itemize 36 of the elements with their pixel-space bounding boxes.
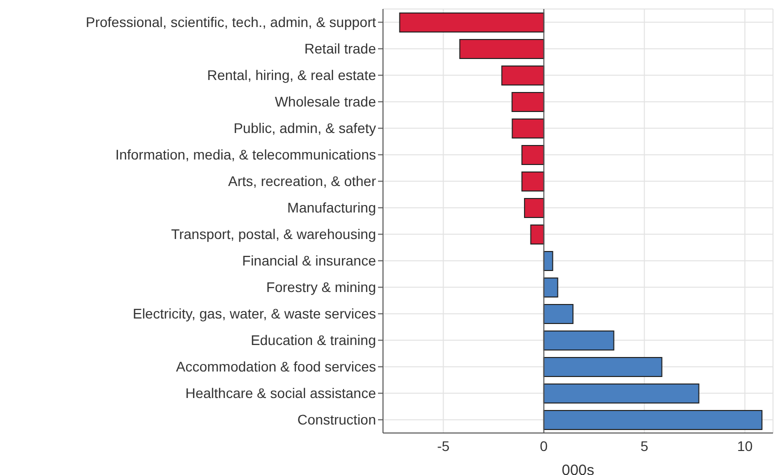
x-tick-label: 0 bbox=[540, 438, 548, 454]
bar bbox=[543, 278, 558, 298]
y-tick-label: Arts, recreation, & other bbox=[228, 173, 376, 190]
y-tick-label: Forestry & mining bbox=[266, 279, 376, 296]
x-axis-title: 000s bbox=[562, 462, 594, 475]
bar bbox=[543, 357, 662, 377]
bar bbox=[521, 145, 544, 165]
x-tick-label: 10 bbox=[737, 438, 753, 454]
y-tick-label: Information, media, & telecommunications bbox=[115, 146, 376, 163]
y-tick-label: Education & training bbox=[250, 332, 376, 348]
bar bbox=[524, 198, 544, 218]
bar bbox=[512, 92, 544, 112]
y-tick-label: Healthcare & social assistance bbox=[185, 385, 376, 402]
y-tick-label: Public, admin, & safety bbox=[234, 120, 376, 136]
bar bbox=[543, 384, 700, 404]
y-tick-label: Manufacturing bbox=[287, 200, 376, 216]
x-tick-label: 5 bbox=[640, 438, 648, 454]
x-tick-label: -5 bbox=[437, 438, 450, 454]
y-tick-label: Rental, hiring, & real estate bbox=[207, 67, 376, 84]
y-tick-label: Electricity, gas, water, & waste services bbox=[132, 306, 376, 322]
y-tick-label: Professional, scientific, tech., admin, & support bbox=[86, 14, 376, 30]
y-tick-label: Accommodation & food services bbox=[176, 358, 376, 375]
bar bbox=[459, 39, 544, 59]
bar bbox=[521, 172, 544, 192]
bar bbox=[399, 12, 544, 32]
bar bbox=[543, 330, 614, 350]
bar bbox=[512, 118, 544, 138]
y-tick-label: Wholesale trade bbox=[274, 94, 376, 110]
y-tick-label: Retail trade bbox=[304, 40, 376, 57]
bar bbox=[530, 224, 544, 244]
bar bbox=[501, 66, 544, 86]
bar bbox=[543, 304, 574, 324]
bar bbox=[543, 410, 762, 430]
y-tick-label: Construction bbox=[297, 412, 376, 428]
y-tick-label: Transport, postal, & warehousing bbox=[171, 226, 376, 242]
y-tick-label: Financial & insurance bbox=[242, 252, 376, 269]
